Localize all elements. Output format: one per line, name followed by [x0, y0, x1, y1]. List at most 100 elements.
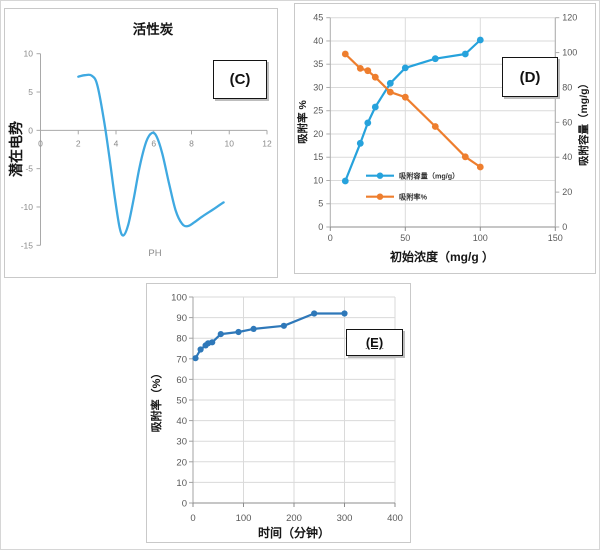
- panel-label-c-text: (C): [229, 71, 251, 88]
- rate-series-marker: [431, 123, 439, 130]
- y-tick-label: 10: [24, 49, 34, 59]
- panel-label-d-text: (D): [519, 68, 541, 86]
- panel-d: 0 5 10 15 20 25 30 35 40 45 0 20 40 60 80 100 120 0 50 100 1…: [294, 3, 596, 274]
- x-tick-label: 6: [151, 138, 156, 148]
- rate-series-marker: [461, 153, 469, 161]
- right-tick-label: 60: [562, 117, 572, 127]
- x-tick-label: 10: [225, 138, 235, 148]
- adsorption-rate-series-marker: [217, 331, 224, 338]
- left-tick-label: 20: [313, 129, 323, 139]
- adsorption-rate-series-marker: [250, 325, 257, 332]
- y-tick-label: 0: [182, 499, 187, 510]
- legend: 吸附容量（mg/g） 吸附率%: [366, 172, 459, 202]
- left-tick-label: 35: [313, 59, 323, 69]
- y-tick-label: -15: [21, 240, 34, 250]
- rate-series-marker: [364, 67, 372, 75]
- x-tick-label: 8: [189, 138, 194, 148]
- legend-label: 吸附容量（mg/g）: [399, 172, 459, 181]
- panel-c: 10 5 0 -5 -10 -15 0 2 4 6 8 10 12 活性炭 潜在电势 PH (C): [4, 8, 278, 278]
- legend-item: 吸附容量（mg/g）: [366, 172, 459, 181]
- adsorption-rate-series-marker: [280, 322, 287, 329]
- chart-d: 0 5 10 15 20 25 30 35 40 45 0 20 40 60 80 100 120 0 50 100 1…: [296, 13, 590, 264]
- panel-label-e-text: (E): [365, 335, 384, 350]
- right-tick-label: 80: [562, 82, 572, 92]
- x-tick-label: 12: [262, 138, 272, 148]
- legend-item: 吸附率%: [366, 193, 428, 202]
- capacity-series-marker: [341, 177, 349, 185]
- right-tick-label: 120: [562, 13, 577, 23]
- left-tick-label: 10: [313, 175, 323, 185]
- right-tick-label: 100: [562, 48, 577, 58]
- bottom-tick-label: 0: [328, 233, 333, 243]
- adsorption-rate-series: [192, 310, 348, 362]
- bottom-tick-label: 100: [473, 233, 488, 243]
- chart-c-axes: 10 5 0 -5 -10 -15 0 2 4 6 8 10 12: [21, 49, 272, 251]
- y-tick-label: 0: [28, 125, 33, 135]
- right-tick-label: 0: [562, 222, 567, 232]
- chart-e-gridlines: [193, 296, 396, 503]
- rate-series-marker: [386, 88, 394, 96]
- chart-c-title: 活性炭: [133, 21, 174, 37]
- adsorption-rate-series-line: [194, 312, 345, 359]
- adsorption-rate-series-marker: [235, 328, 242, 336]
- x-tick-label: 400: [387, 513, 403, 524]
- chart-e-y-axis-title: 吸附率（%）: [149, 368, 163, 433]
- chart-e-axes: 0 10 20 30 40 50 60 70 80 90 100 0 100 200 300 400: [171, 293, 403, 525]
- left-tick-label: 30: [313, 82, 323, 92]
- adsorption-rate-series-marker: [311, 310, 318, 317]
- y-tick-label: 20: [176, 457, 187, 468]
- legend-marker: [376, 172, 384, 179]
- y-tick-label: 30: [176, 437, 187, 448]
- bottom-tick-label: 50: [400, 233, 410, 243]
- chart-d-right-axis-title: 吸附容量（mg/g）: [577, 78, 590, 166]
- capacity-series-marker: [431, 55, 439, 63]
- legend-label: 吸附率%: [399, 193, 428, 202]
- chart-d-left-axis-title: 吸附率 %: [296, 99, 309, 143]
- y-tick-label: 90: [176, 313, 187, 324]
- y-tick-label: 10: [176, 478, 187, 489]
- x-tick-label: 100: [236, 513, 252, 524]
- left-tick-label: 45: [313, 13, 323, 23]
- panel-label-d: (D): [502, 57, 558, 97]
- adsorption-rate-series-marker: [341, 310, 348, 317]
- right-tick-label: 40: [562, 152, 572, 162]
- capacity-series-marker: [386, 79, 394, 87]
- y-tick-label: 5: [28, 87, 33, 97]
- chart-d-x-axis-title: 初始浓度（mg/g ）: [390, 249, 494, 264]
- x-tick-label: 2: [76, 138, 81, 148]
- left-tick-label: 15: [313, 152, 323, 162]
- capacity-series-marker: [371, 103, 379, 111]
- x-tick-label: 200: [286, 513, 302, 524]
- y-tick-label: 100: [171, 293, 187, 304]
- chart-c-x-axis-title: PH: [148, 248, 161, 259]
- capacity-series-marker: [476, 36, 484, 44]
- chart-e: 0 10 20 30 40 50 60 70 80 90 100 0 100 200 300 400 吸附率（%…: [149, 293, 403, 541]
- y-tick-label: 60: [176, 375, 187, 386]
- x-tick-label: 4: [114, 138, 119, 148]
- rate-series: [341, 50, 484, 171]
- legend-marker: [376, 193, 384, 200]
- capacity-series-marker: [356, 139, 364, 147]
- panel-label-c: (C): [213, 60, 267, 99]
- adsorption-rate-series-marker: [197, 346, 204, 353]
- capacity-series-marker: [364, 119, 372, 127]
- y-tick-label: 50: [176, 396, 187, 407]
- chart-d-axes: 0 5 10 15 20 25 30 35 40 45 0 20 40 60 80 100 120 0 50 100 1…: [313, 13, 577, 243]
- x-tick-label: 300: [337, 513, 353, 524]
- y-tick-label: 70: [176, 354, 187, 365]
- rate-series-marker: [356, 65, 364, 72]
- x-tick-label: 0: [38, 138, 43, 148]
- chart-d-gridlines: [330, 17, 556, 227]
- right-tick-label: 20: [562, 187, 572, 197]
- left-tick-label: 0: [318, 222, 323, 232]
- panel-e: 0 10 20 30 40 50 60 70 80 90 100 0 100 200 300 400 吸附率（%…: [146, 283, 411, 543]
- y-tick-label: -5: [25, 164, 33, 174]
- capacity-series-marker: [401, 64, 409, 72]
- rate-series-marker: [371, 73, 379, 81]
- adsorption-rate-series-marker: [192, 355, 199, 362]
- left-tick-label: 25: [313, 106, 323, 116]
- panel-label-e: (E): [346, 329, 403, 356]
- y-tick-label: -10: [21, 202, 34, 212]
